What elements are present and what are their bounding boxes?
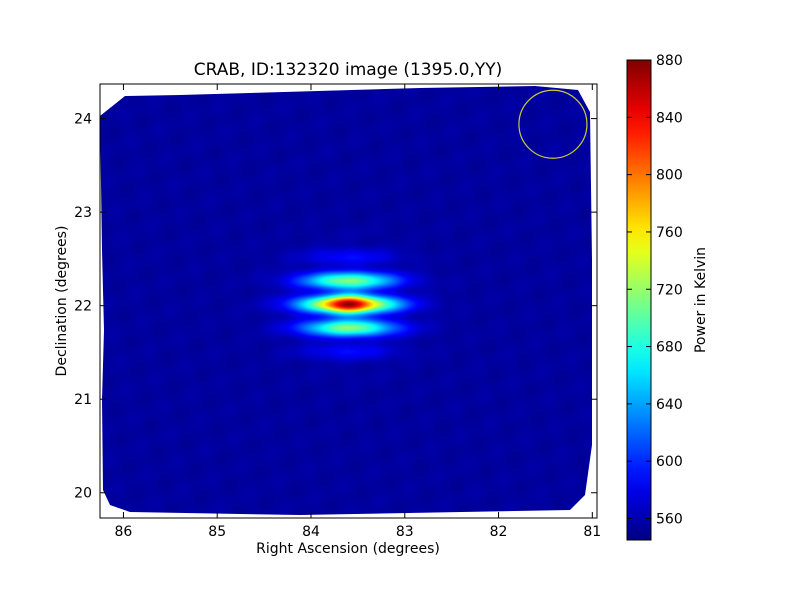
colorbar-tick-label: 640	[656, 397, 683, 413]
y-tick-label: 20	[74, 486, 92, 502]
y-tick-label: 21	[74, 392, 92, 408]
x-axis-label: Right Ascension (degrees)	[256, 541, 440, 557]
x-tick-label: 81	[583, 524, 601, 540]
colorbar-tick-label: 680	[656, 340, 683, 356]
chart-title: CRAB, ID:132320 image (1395.0,YY)	[194, 60, 503, 80]
y-axis-ticks: 20 21 22 23 24	[74, 112, 597, 502]
axes-frame	[99, 83, 598, 519]
y-tick-label: 24	[74, 112, 92, 128]
colorbar-tick-label: 760	[656, 225, 683, 241]
colorbar-frame	[626, 59, 652, 541]
y-tick-label: 22	[74, 299, 92, 315]
colorbar-tick-label: 880	[656, 53, 683, 69]
beam-marker-circle	[518, 89, 588, 159]
colorbar-ticks: 560 600 640 680 720 760 800 840 880	[627, 53, 683, 528]
x-tick-label: 85	[208, 524, 226, 540]
colorbar-tick-label: 600	[656, 454, 683, 470]
colorbar-tick-label: 800	[656, 168, 683, 184]
colorbar-tick-label: 840	[656, 110, 683, 126]
colorbar-tick-label: 720	[656, 282, 683, 298]
x-tick-label: 82	[490, 524, 508, 540]
colorbar-gradient	[627, 60, 651, 540]
x-tick-label: 84	[302, 524, 320, 540]
x-axis-ticks: 86 85 84 83 82 81	[115, 84, 601, 540]
y-tick-label: 23	[74, 205, 92, 221]
heatmap-image	[100, 86, 592, 515]
x-tick-label: 83	[396, 524, 414, 540]
y-axis-label: Declination (degrees)	[54, 226, 70, 377]
colorbar-tick-label: 560	[656, 512, 683, 528]
x-tick-label: 86	[115, 524, 133, 540]
heatmap-raster	[100, 86, 592, 515]
colorbar-label: Power in Kelvin	[693, 247, 709, 353]
